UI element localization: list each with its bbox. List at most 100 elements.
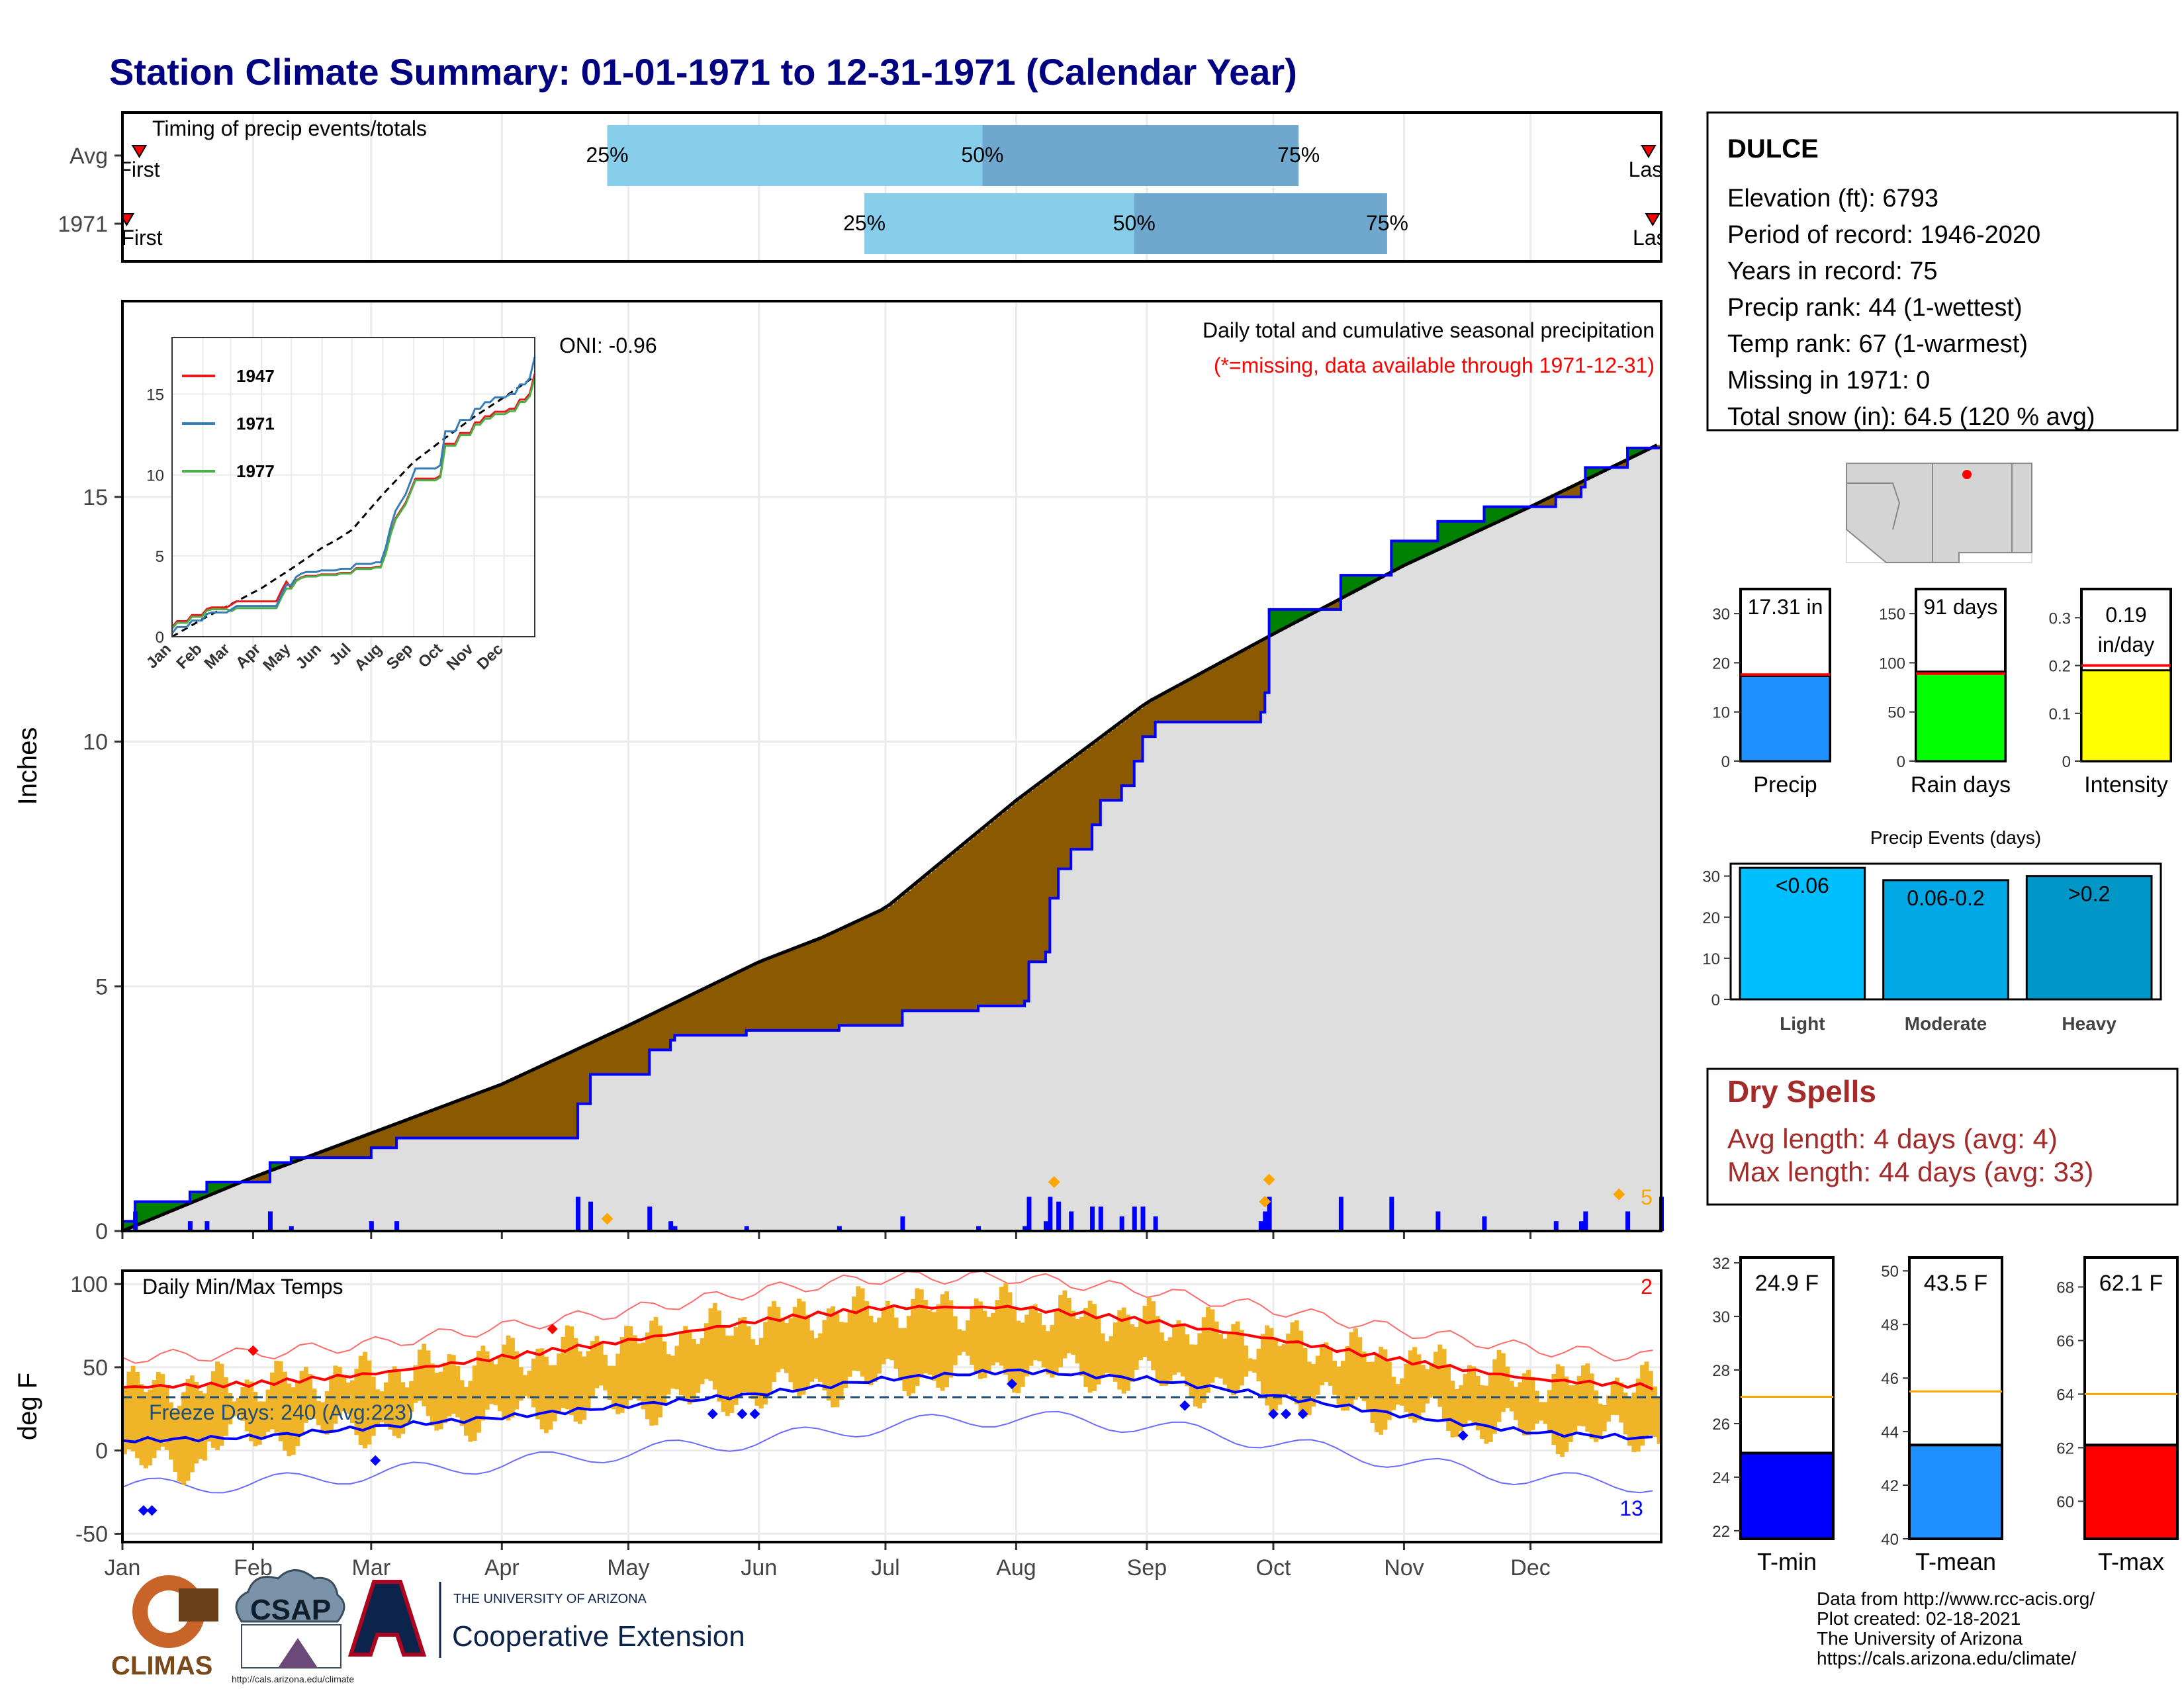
record-high-marker (547, 1324, 558, 1335)
daily-temp-bar (1349, 1332, 1354, 1406)
below-average-fill (729, 976, 735, 1036)
daily-temp-bar (776, 1306, 781, 1373)
cat-value-label: in/day (2098, 633, 2154, 657)
tsum-tick-label: 62 (2056, 1440, 2074, 1457)
daily-temp-bar (615, 1353, 621, 1414)
daily-temp-bar (637, 1343, 641, 1401)
below-average-fill (561, 1056, 566, 1138)
cat-value-label: 0.19 (2105, 603, 2146, 627)
daily-temp-bar (392, 1366, 397, 1436)
below-average-fill (885, 907, 890, 1026)
daily-temp-bar (561, 1336, 566, 1408)
daily-precip-bar (647, 1207, 653, 1231)
dry-spells-box: Dry Spells Avg length: 4 days (avg: 4) M… (1706, 1068, 2179, 1206)
below-average-fill (598, 1039, 604, 1075)
daily-temp-bar (1252, 1359, 1257, 1373)
events-tick-label: 30 (1702, 868, 1720, 886)
daily-temp-bar (573, 1338, 578, 1422)
daily-temp-bar (712, 1303, 717, 1390)
daily-precip-bar (1435, 1211, 1441, 1231)
above-average-fill (1306, 609, 1312, 617)
below-average-fill (683, 999, 688, 1036)
below-average-fill (893, 901, 899, 1026)
month-label: Dec (1510, 1555, 1550, 1580)
timing-pct-75: 75% (1366, 211, 1408, 235)
below-average-fill (1619, 463, 1624, 468)
daily-temp-bar (1551, 1373, 1557, 1445)
below-average-fill (712, 984, 717, 1036)
daily-temp-bar (1159, 1332, 1164, 1387)
above-average-fill (152, 1201, 157, 1219)
daily-precip-bar (1625, 1211, 1631, 1231)
daily-precip-bar (1056, 1201, 1062, 1231)
daily-temp-bar (1514, 1387, 1518, 1420)
daily-temp-bar (502, 1344, 507, 1418)
daily-temp-bar (1328, 1349, 1333, 1386)
daily-temp-bar (628, 1326, 633, 1400)
below-average-fill (813, 940, 819, 1030)
below-average-fill (615, 1031, 621, 1075)
daily-temp-bar (1058, 1295, 1063, 1367)
record-low-marker (749, 1408, 760, 1420)
daily-temp-bar (1627, 1398, 1632, 1446)
below-average-fill (961, 845, 966, 1011)
first-marker (131, 145, 148, 158)
daily-temp-bar (569, 1326, 574, 1416)
daily-temp-bar (1450, 1381, 1455, 1438)
daily-temp-bar (957, 1329, 962, 1355)
below-average-fill (1189, 679, 1194, 722)
daily-temp-bar (1640, 1365, 1645, 1446)
daily-temp-bar (1357, 1337, 1363, 1398)
daily-temp-bar (995, 1300, 1000, 1363)
daily-temp-bar (299, 1371, 304, 1434)
daily-temp-bar (898, 1328, 903, 1381)
inset-y-tick: 5 (156, 548, 164, 566)
above-average-fill (1408, 541, 1413, 564)
cat-tick-label: 20 (1712, 655, 1730, 672)
daily-temp-bar (632, 1335, 637, 1398)
below-average-fill (809, 942, 815, 1030)
daily-temp-bar (1619, 1382, 1624, 1423)
daily-temp-bar (523, 1375, 528, 1396)
below-average-fill (940, 862, 945, 1011)
below-average-fill (573, 1050, 578, 1138)
daily-temp-bar (1543, 1402, 1548, 1424)
daily-temp-bar (1180, 1323, 1185, 1377)
below-average-fill (1265, 638, 1270, 693)
above-average-fill (203, 1191, 207, 1199)
daily-temp-bar (122, 1387, 127, 1455)
above-average-fill (1273, 609, 1278, 634)
daily-temp-bar (557, 1353, 561, 1413)
daily-temp-bar (219, 1363, 224, 1446)
below-average-fill (557, 1058, 562, 1138)
daily-temp-bar (1113, 1322, 1118, 1382)
above-average-fill (1627, 447, 1633, 460)
below-average-fill (345, 1142, 351, 1158)
below-average-fill (1113, 727, 1118, 801)
daily-temp-bar (856, 1286, 861, 1371)
below-average-fill (1623, 461, 1628, 468)
above-average-fill (1286, 609, 1291, 627)
daily-temp-bar (156, 1372, 161, 1451)
daily-temp-bar (1172, 1327, 1177, 1375)
daily-temp-bar (944, 1291, 949, 1388)
daily-temp-bar (1050, 1324, 1055, 1378)
daily-temp-bar (1488, 1375, 1493, 1442)
below-average-fill (1235, 654, 1240, 722)
daily-temp-bar (1142, 1305, 1148, 1357)
record-count-label: 5 (1641, 1185, 1653, 1209)
daily-temp-bar (316, 1400, 321, 1426)
below-average-fill (261, 1173, 267, 1183)
daily-temp-bar (940, 1294, 945, 1391)
below-average-fill (721, 980, 726, 1036)
daily-temp-bar (1206, 1306, 1210, 1393)
daily-temp-bar (236, 1397, 241, 1415)
timing-row-label: 1971 (58, 212, 108, 237)
record-low-count: 13 (1619, 1496, 1643, 1520)
below-average-fill (1580, 482, 1586, 487)
above-average-fill (156, 1201, 161, 1218)
below-average-fill (426, 1113, 431, 1138)
below-average-fill (970, 838, 975, 1011)
daily-temp-bar (518, 1367, 523, 1401)
below-average-fill (1062, 765, 1068, 869)
